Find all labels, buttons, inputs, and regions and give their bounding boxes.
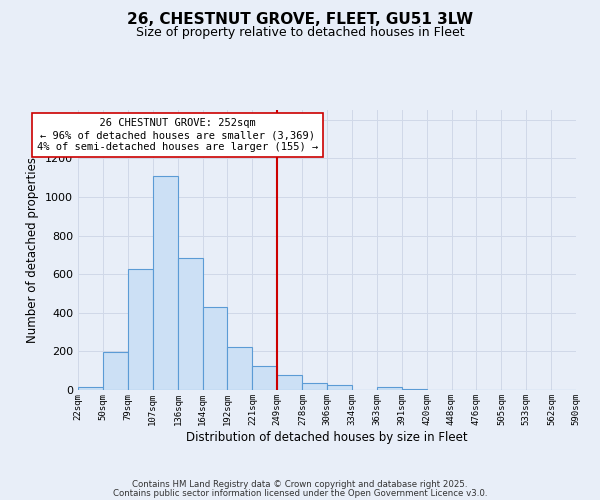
Bar [78, 387, 103, 390]
Bar [103, 352, 128, 390]
Bar [302, 383, 327, 390]
Bar [327, 385, 352, 390]
Bar [178, 258, 203, 390]
Text: 26, CHESTNUT GROVE, FLEET, GU51 3LW: 26, CHESTNUT GROVE, FLEET, GU51 3LW [127, 12, 473, 28]
Bar [377, 387, 401, 390]
Bar [227, 346, 253, 390]
Text: Contains HM Land Registry data © Crown copyright and database right 2025.: Contains HM Land Registry data © Crown c… [132, 480, 468, 489]
Bar [203, 307, 227, 390]
Bar [128, 270, 152, 390]
Bar [253, 366, 277, 390]
Bar [401, 389, 427, 390]
Text: Size of property relative to detached houses in Fleet: Size of property relative to detached ho… [136, 26, 464, 39]
Bar [277, 374, 302, 390]
Y-axis label: Number of detached properties: Number of detached properties [26, 157, 40, 343]
Bar [152, 176, 178, 390]
Text: 26 CHESTNUT GROVE: 252sqm  
← 96% of detached houses are smaller (3,369)
4% of s: 26 CHESTNUT GROVE: 252sqm ← 96% of detac… [37, 118, 318, 152]
Text: Contains public sector information licensed under the Open Government Licence v3: Contains public sector information licen… [113, 490, 487, 498]
X-axis label: Distribution of detached houses by size in Fleet: Distribution of detached houses by size … [186, 430, 468, 444]
